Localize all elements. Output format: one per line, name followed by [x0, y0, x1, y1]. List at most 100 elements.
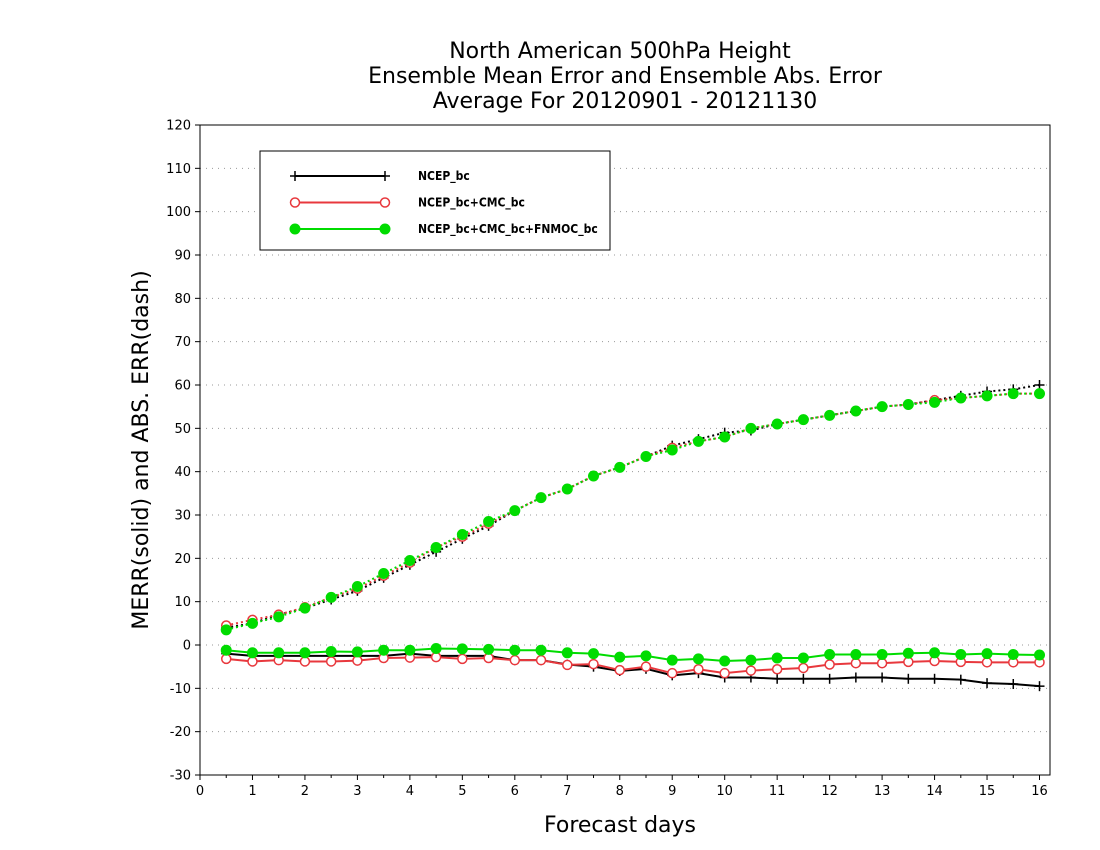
legend-label: NCEP_bc — [418, 169, 470, 184]
y-tick-label: 100 — [166, 205, 191, 220]
abs-err-point — [404, 555, 416, 566]
x-tick-label: 13 — [874, 784, 891, 799]
legend-entry: NCEP_bc+CMC_bc — [289, 196, 525, 211]
merr-point — [929, 673, 940, 684]
merr-point — [1008, 679, 1019, 689]
abs-err-point — [955, 392, 967, 404]
y-tick-label: 60 — [174, 379, 191, 394]
merr-point — [325, 646, 337, 657]
merr-point — [535, 644, 547, 656]
merr-point — [719, 667, 730, 679]
title-line-1: North American 500hPa Height — [449, 39, 791, 64]
abs-err-point — [430, 542, 442, 553]
y-tick-label: 110 — [166, 162, 191, 177]
merr-point — [561, 647, 573, 659]
merr-point — [771, 652, 783, 664]
merr-point — [955, 674, 966, 685]
legend-marker — [380, 171, 390, 181]
abs-err-point — [797, 414, 809, 426]
legend-label: NCEP_bc+CMC_bc — [418, 196, 525, 211]
x-axis-label: Forecast days — [544, 813, 696, 838]
title-line-3: Average For 20120901 - 20121130 — [433, 89, 818, 114]
merr-line — [226, 647, 1040, 663]
legend-entry: NCEP_bc — [290, 169, 470, 184]
merr-point — [981, 648, 993, 660]
merr-point — [1007, 649, 1019, 661]
legend-box — [259, 150, 611, 251]
merr-point — [640, 650, 652, 662]
merr-point — [824, 659, 835, 670]
merr-point — [877, 672, 888, 683]
merr-point — [588, 658, 599, 670]
abs-err-point — [509, 505, 521, 517]
merr-point — [745, 665, 757, 676]
legend-marker — [289, 223, 301, 235]
merr-point — [246, 647, 258, 659]
merr-point — [535, 654, 547, 666]
merr-point — [273, 647, 285, 659]
merr-point — [824, 649, 836, 661]
merr-point — [299, 656, 311, 667]
merr-point — [351, 646, 363, 658]
abs-err-point — [719, 431, 731, 443]
merr-point — [850, 657, 862, 669]
merr-point — [483, 652, 494, 664]
abs-err-point — [325, 591, 337, 603]
x-tick-label: 6 — [511, 784, 519, 799]
merr-point — [352, 655, 363, 666]
abs-err-point — [1007, 388, 1019, 400]
merr-point — [640, 661, 652, 672]
merr-point — [247, 656, 258, 667]
abs-err-point — [929, 396, 941, 408]
abs-err-point — [824, 409, 836, 421]
merr-point — [378, 644, 390, 656]
abs-err-point — [640, 451, 652, 462]
abs-err-point — [692, 435, 704, 447]
abs-err-point — [246, 617, 258, 629]
merr-point — [588, 648, 600, 660]
x-tick-label: 16 — [1031, 784, 1048, 799]
merr-point — [614, 664, 626, 676]
y-tick-label: 20 — [174, 552, 191, 567]
merr-point — [982, 678, 993, 689]
x-tick-label: 5 — [458, 784, 466, 799]
merr-point — [456, 643, 468, 655]
merr-point — [929, 647, 941, 659]
merr-point — [876, 657, 888, 669]
merr-point — [771, 664, 783, 675]
title-line-2: Ensemble Mean Error and Ensemble Abs. Er… — [368, 64, 883, 89]
merr-point — [562, 659, 573, 671]
x-tick-label: 2 — [301, 784, 309, 799]
x-tick-label: 8 — [616, 784, 624, 799]
merr-point — [850, 649, 862, 661]
merr-point — [483, 643, 495, 655]
merr-point — [876, 649, 888, 661]
y-tick-label: 30 — [174, 509, 191, 524]
series-2 — [220, 388, 1046, 667]
merr-point — [666, 654, 678, 666]
y-tick-label: -30 — [170, 769, 191, 784]
merr-point — [981, 657, 993, 668]
abs-err-point — [299, 602, 311, 614]
merr-point — [745, 654, 757, 666]
abs-err-point — [1034, 388, 1046, 400]
y-tick-label: -20 — [170, 725, 191, 740]
y-tick-label: 10 — [174, 595, 191, 610]
legend-marker — [379, 197, 391, 208]
y-tick-label: 80 — [174, 292, 191, 307]
legend-label: NCEP_bc+CMC_bc+FNMOC_bc — [418, 222, 598, 237]
merr-point — [1034, 681, 1045, 692]
abs-err-point — [483, 516, 495, 527]
x-tick-label: 15 — [979, 784, 996, 799]
y-tick-label: 40 — [174, 465, 191, 480]
y-tick-label: 90 — [174, 249, 191, 264]
merr-point — [903, 656, 914, 668]
merr-point — [798, 673, 809, 684]
merr-point — [902, 647, 914, 659]
abs-err-point — [614, 461, 626, 473]
abs-err-point — [588, 470, 600, 482]
series-1 — [220, 388, 1045, 679]
x-tick-label: 1 — [248, 784, 256, 799]
abs-err-point — [456, 529, 468, 540]
